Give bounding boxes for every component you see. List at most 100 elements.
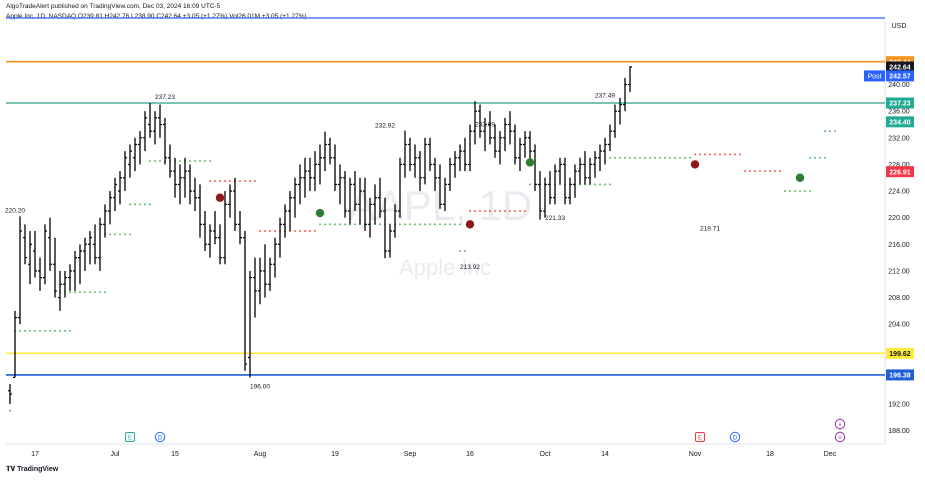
trail-dot — [194, 160, 196, 162]
event-marker-dividend[interactable]: D — [154, 431, 166, 443]
trail-dot — [619, 156, 621, 159]
trail-dot — [824, 156, 826, 159]
trail-dot — [9, 409, 11, 412]
buy-signal-dot — [525, 158, 535, 167]
y-tick-label: 240.00 — [888, 82, 910, 89]
trail-dot — [814, 156, 816, 159]
event-marker-other[interactable]: + — [834, 431, 846, 443]
ohlc-bar — [418, 151, 422, 192]
trail-dot — [149, 203, 151, 206]
trail-dot — [259, 230, 261, 232]
y-tick-label: 232.00 — [888, 135, 910, 142]
trail-dot — [189, 160, 191, 162]
x-tick-label: 17 — [31, 451, 39, 458]
trail-dot — [464, 250, 466, 252]
ohlc-bar — [448, 157, 452, 192]
ohlc-bar — [173, 157, 177, 198]
ohlc-bar — [628, 66, 632, 92]
trail-dot — [59, 330, 61, 332]
trail-dot — [469, 210, 471, 212]
ohlc-bar — [68, 264, 72, 291]
trail-dot — [304, 230, 306, 232]
ohlc-bar — [258, 257, 262, 305]
ohlc-bar — [438, 164, 442, 209]
tradingview-logo[interactable]: 𝐓𝐕 TradingView — [6, 466, 58, 474]
ohlc-bar — [178, 164, 182, 205]
ohlc-bar — [218, 224, 222, 265]
trail-dot — [214, 180, 216, 182]
ohlc-bar — [298, 164, 302, 205]
x-tick-label: 15 — [171, 451, 179, 458]
ohlc-bar — [143, 111, 147, 152]
svg-text:226.91: 226.91 — [889, 169, 911, 176]
ohlc-bar — [28, 231, 32, 285]
trail-dot — [829, 130, 831, 132]
trail-dot — [789, 190, 791, 192]
trail-dot — [664, 156, 666, 159]
ohlc-bar — [483, 117, 487, 152]
trail-dot — [329, 223, 331, 226]
event-marker-earnings[interactable]: E — [695, 432, 705, 442]
ohlc-bar — [613, 104, 617, 138]
ohlc-bar — [403, 130, 407, 178]
trail-dot — [774, 170, 776, 172]
currency-label: USD — [892, 23, 907, 30]
ohlc-bar — [358, 177, 362, 225]
trail-dot — [134, 203, 136, 206]
trail-dot — [404, 223, 406, 226]
ohlc-bar — [443, 177, 447, 212]
trail-dot — [219, 180, 221, 182]
trail-dot — [744, 170, 746, 172]
x-tick-label: 18 — [766, 451, 774, 458]
trail-dot — [449, 223, 451, 226]
x-tick-label: Oct — [540, 451, 551, 458]
ohlc-bar — [508, 111, 512, 145]
ohlc-bar — [563, 157, 567, 205]
ohlc-bar — [293, 177, 297, 218]
trail-dot — [514, 210, 516, 212]
price-axis-label: 237.23 — [886, 97, 914, 109]
price-annotation: 233.09 — [475, 122, 495, 129]
y-tick-label: 220.00 — [888, 215, 910, 222]
publisher-line: AlgoTradeAlert published on TradingView.… — [6, 3, 221, 10]
trail-dot — [799, 190, 801, 192]
event-marker-earnings[interactable]: E — [125, 432, 135, 442]
trail-dot — [144, 203, 146, 206]
ohlc-bar — [573, 164, 577, 198]
trail-dot — [149, 160, 151, 162]
event-marker-dividend[interactable]: D — [729, 431, 741, 443]
trail-dot — [714, 153, 716, 156]
trail-dot — [614, 156, 616, 159]
ohlc-bar — [203, 211, 207, 251]
trail-dot — [634, 156, 636, 159]
trail-dot — [779, 170, 781, 172]
x-tick-label: 14 — [601, 451, 609, 458]
trail-dot — [334, 223, 336, 226]
trail-dot — [104, 291, 106, 294]
event-marker-split[interactable] — [834, 418, 846, 430]
ohlc-bar — [248, 270, 252, 378]
ohlc-bar — [498, 131, 502, 165]
ohlc-bar — [503, 117, 507, 152]
ohlc-bar — [518, 137, 522, 172]
price-axis-label: 242.64 — [886, 61, 914, 73]
trail-dot — [609, 156, 611, 159]
x-tick-label: Jul — [111, 451, 120, 458]
trail-dot — [314, 230, 316, 232]
trail-dot — [124, 233, 126, 236]
y-tick-label: 212.00 — [888, 268, 910, 275]
price-annotation: 221.33 — [545, 215, 565, 222]
trail-dot — [754, 170, 756, 172]
trail-dot — [769, 170, 771, 172]
y-tick-label: 216.00 — [888, 242, 910, 249]
ohlc-bar — [353, 171, 357, 212]
ohlc-bar — [188, 164, 192, 205]
trail-dot — [439, 223, 441, 226]
trail-dot — [254, 180, 256, 182]
trail-dot — [79, 291, 81, 294]
trail-dot — [604, 183, 606, 186]
trail-dot — [679, 156, 681, 159]
trail-dot — [504, 210, 506, 212]
